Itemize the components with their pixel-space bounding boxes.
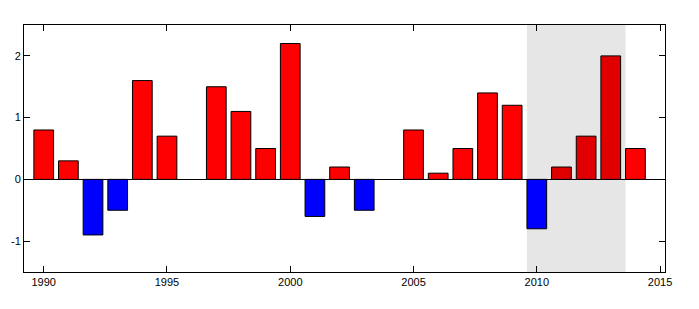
svg-text:2000: 2000	[278, 276, 302, 288]
svg-text:2005: 2005	[401, 276, 425, 288]
svg-text:1990: 1990	[31, 276, 55, 288]
svg-text:1: 1	[15, 111, 21, 123]
svg-text:2015: 2015	[648, 276, 672, 288]
svg-text:1995: 1995	[155, 276, 179, 288]
svg-text:2010: 2010	[525, 276, 549, 288]
svg-text:2: 2	[15, 50, 21, 62]
svg-text:-1: -1	[11, 235, 21, 247]
svg-text:0: 0	[15, 173, 21, 185]
